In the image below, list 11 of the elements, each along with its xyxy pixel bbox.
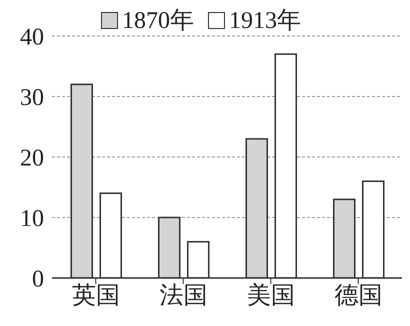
x-tick-label: 美国 — [246, 282, 295, 310]
x-tick-label: 英国 — [72, 283, 120, 310]
legend-label: 1913年 — [228, 7, 301, 36]
y-tick-label: 40 — [20, 24, 44, 51]
legend-label: 1870年 — [121, 7, 194, 36]
y-tick-label: 20 — [20, 146, 44, 172]
y-tick-label: 30 — [20, 85, 44, 112]
x-tick-label: 德国 — [334, 283, 382, 310]
x-tick-label: 法国 — [159, 283, 208, 310]
y-tick-label: 0 — [32, 266, 44, 293]
y-tick-label: 10 — [20, 206, 44, 232]
